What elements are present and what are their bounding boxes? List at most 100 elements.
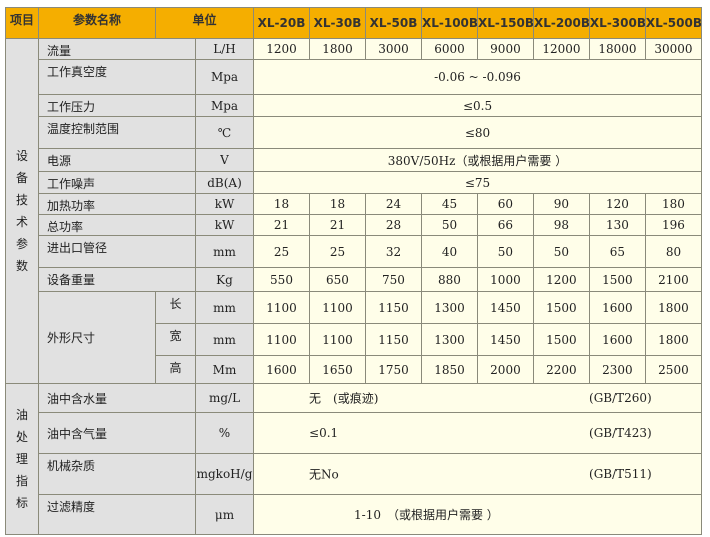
table-row: 总功率 kW 21 21 28 50 66 98 130 196 xyxy=(6,214,703,236)
param-value: ≤80 xyxy=(253,116,702,149)
param-value: 18 xyxy=(309,193,366,215)
param-value: 65 xyxy=(588,235,646,268)
param-unit: Mm xyxy=(194,355,255,384)
param-unit: Mpa xyxy=(194,59,255,95)
table-row: 宽 mm 1100 1100 1150 1300 1450 1500 1600 1800 xyxy=(6,323,703,356)
param-name: 过滤精度 xyxy=(38,494,196,535)
param-standard: (GB/T423) xyxy=(589,426,652,440)
param-value-cell: ≤0.1 (GB/T423) xyxy=(253,412,702,454)
param-value: 1100 xyxy=(253,291,310,324)
param-value: 1300 xyxy=(420,291,478,324)
param-value: 98 xyxy=(532,214,590,236)
param-unit: dB(A) xyxy=(194,171,255,194)
param-value: 6000 xyxy=(420,38,478,60)
param-name: 总功率 xyxy=(38,214,196,236)
header-model: XL-20B xyxy=(253,7,310,39)
table-row: 进出口管径 mm 25 25 32 40 50 50 65 80 xyxy=(6,235,703,268)
spec-table: 项目 参数名称 单位 XL-20B XL-30B XL-50B XL-100B XL-150B… xyxy=(5,7,703,535)
param-unit: kW xyxy=(194,193,255,215)
param-value: 24 xyxy=(364,193,422,215)
param-value: 196 xyxy=(644,214,703,236)
param-value: 1800 xyxy=(644,323,703,356)
param-unit: mm xyxy=(194,235,255,268)
param-value: 12000 xyxy=(532,38,590,60)
param-value: 45 xyxy=(420,193,478,215)
param-value: 1850 xyxy=(420,355,478,384)
table-row: 高 Mm 1600 1650 1750 1850 2000 2200 2300 2500 xyxy=(6,355,703,384)
param-value: 1750 xyxy=(364,355,422,384)
param-value: 750 xyxy=(364,267,422,292)
param-value: 1300 xyxy=(420,323,478,356)
param-name: 工作压力 xyxy=(38,94,196,117)
param-value: 50 xyxy=(420,214,478,236)
param-value: 1600 xyxy=(588,323,646,356)
param-value: 1600 xyxy=(588,291,646,324)
param-name: 进出口管径 xyxy=(38,235,196,268)
param-value: 2200 xyxy=(532,355,590,384)
param-name: 温度控制范围 xyxy=(38,116,196,149)
param-name: 工作噪声 xyxy=(38,171,196,194)
param-unit: mm xyxy=(194,323,255,356)
param-value: 60 xyxy=(476,193,534,215)
param-value: 1150 xyxy=(364,291,422,324)
param-unit: mg/L xyxy=(194,383,255,413)
param-unit: ℃ xyxy=(194,116,255,149)
header-param: 参数名称 xyxy=(38,7,156,39)
table-row: 加热功率 kW 18 18 24 45 60 90 120 180 xyxy=(6,193,703,215)
param-unit: kW xyxy=(194,214,255,236)
param-name: 工作真空度 xyxy=(38,59,196,95)
table-row: 外形尺寸长 mm 1100 1100 1150 1300 1450 1500 1600 1800 xyxy=(6,291,703,384)
param-value: 1-10 （或根据用户需要 ） xyxy=(253,494,702,535)
param-value: 1200 xyxy=(253,38,310,60)
table-row: 设备重量 Kg 550 650 750 880 1000 1200 1500 2100 xyxy=(6,267,703,292)
param-value: 80 xyxy=(644,235,703,268)
param-value: 18000 xyxy=(588,38,646,60)
param-name: 设备重量 xyxy=(38,267,196,292)
table-row: 温度控制范围 ℃ ≤80 xyxy=(6,116,702,149)
header-model: XL-30B xyxy=(309,7,366,39)
table-row: 油处理指标 油中含水量 mg/L 无 (或痕迹) (GB/T260) xyxy=(5,383,702,535)
header-model: XL-150B xyxy=(476,7,534,39)
param-name: 机械杂质 xyxy=(38,453,196,495)
param-value: 1100 xyxy=(309,323,366,356)
param-value: 50 xyxy=(476,235,534,268)
table-row: 工作噪声 dB(A) ≤75 xyxy=(6,171,702,194)
param-unit: μm xyxy=(194,494,255,535)
param-value: 1450 xyxy=(476,323,534,356)
param-value: 3000 xyxy=(364,38,422,60)
param-value: 1100 xyxy=(309,291,366,324)
param-value: 880 xyxy=(420,267,478,292)
table-row: 工作压力 Mpa ≤0.5 xyxy=(6,94,702,117)
param-value: 1800 xyxy=(309,38,366,60)
param-value: 25 xyxy=(309,235,366,268)
param-value: 130 xyxy=(588,214,646,236)
param-unit: mgkoH/g xyxy=(194,453,255,495)
param-value: 9000 xyxy=(476,38,534,60)
table-row: 工作真空度 Mpa -0.06 ~ -0.096 xyxy=(6,59,702,95)
param-value: 90 xyxy=(532,193,590,215)
param-name: 电源 xyxy=(38,148,196,172)
param-value: 2500 xyxy=(644,355,703,384)
param-value: 18 xyxy=(253,193,310,215)
section-label-oil: 油处理指标 xyxy=(5,383,39,535)
param-value: 380V/50Hz（或根据用户需要 ） xyxy=(253,148,702,172)
param-value: 66 xyxy=(476,214,534,236)
param-name: 外形尺寸 xyxy=(38,291,156,384)
dimension-label: 宽 xyxy=(155,323,196,356)
param-value: 无No xyxy=(309,467,339,482)
param-name: 流量 xyxy=(38,38,196,60)
param-value: 2000 xyxy=(476,355,534,384)
header-unit: 单位 xyxy=(154,7,255,39)
param-value: 1800 xyxy=(644,291,703,324)
table-row: 机械杂质 mgkoH/g 无No (GB/T511) xyxy=(6,453,702,495)
param-value: -0.06 ~ -0.096 xyxy=(253,59,702,95)
param-name: 加热功率 xyxy=(38,193,196,215)
param-name: 油中含水量 xyxy=(38,383,196,413)
param-unit: L/H xyxy=(194,38,255,60)
table-row: 项目 参数名称 单位 XL-20B XL-30B XL-50B XL-100B XL-150B… xyxy=(5,7,703,39)
param-value: 1500 xyxy=(532,323,590,356)
header-model: XL-500B xyxy=(644,7,703,39)
param-value: 50 xyxy=(532,235,590,268)
table-row: 电源 V 380V/50Hz（或根据用户需要 ） xyxy=(6,148,702,172)
dimension-label: 高 xyxy=(155,355,196,384)
